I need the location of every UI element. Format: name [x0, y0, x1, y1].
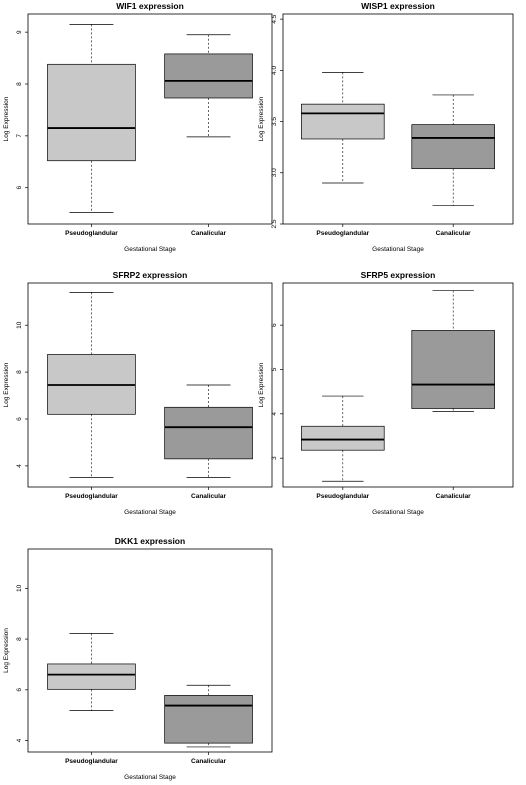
- box-pseudoglandular: Pseudoglandular: [47, 292, 136, 500]
- y-tick-label: 6: [16, 688, 23, 692]
- box-pseudoglandular: Pseudoglandular: [301, 395, 385, 500]
- plot-frame: [27, 13, 273, 225]
- x-category-label: Pseudoglandular: [316, 230, 369, 237]
- box-canalicular: Canalicular: [411, 290, 495, 500]
- chart-title: WISP1 expression: [361, 1, 435, 11]
- x-category-label: Canalicular: [191, 493, 227, 500]
- x-axis-label: Gestational Stage: [372, 509, 424, 516]
- x-category-label: Pseudoglandular: [316, 493, 369, 500]
- y-tick-label: 4.5: [271, 14, 278, 23]
- plot-frame: [27, 282, 273, 488]
- y-tick-label: 4: [16, 464, 23, 468]
- x-category-label: Pseudoglandular: [65, 230, 118, 237]
- x-category-label: Canalicular: [191, 230, 227, 237]
- y-axis-label: Log Expression: [258, 362, 265, 407]
- y-axis-label: Log Expression: [3, 96, 10, 141]
- chart-panel-2: WISP1 expression 2.5 3.0 3.5 4.0 4.5 Log Expre…: [258, 1, 514, 253]
- x-category-label: Canalicular: [436, 230, 472, 237]
- iqr-box: [47, 63, 136, 162]
- y-tick-label: 3.0: [271, 168, 278, 177]
- iqr-box: [164, 53, 253, 99]
- chart-panel-5: DKK1 expression 4 6 8 10 Log Expression Gestat…: [3, 536, 273, 781]
- x-category-label: Canalicular: [191, 758, 227, 765]
- x-axis-label: Gestational Stage: [124, 509, 176, 516]
- box-pseudoglandular: Pseudoglandular: [301, 72, 385, 237]
- plot-frame: [282, 282, 514, 488]
- iqr-box: [301, 425, 385, 451]
- y-tick-label: 10: [16, 584, 23, 592]
- y-tick-label: 6: [16, 186, 23, 190]
- y-tick-label: 3.5: [271, 117, 278, 126]
- y-tick-label: 8: [16, 82, 23, 86]
- iqr-box: [411, 124, 495, 170]
- y-tick-label: 8: [16, 370, 23, 374]
- chart-title: DKK1 expression: [115, 536, 185, 546]
- box-canalicular: Canalicular: [164, 34, 253, 237]
- x-axis-label: Gestational Stage: [372, 246, 424, 253]
- box-pseudoglandular: Pseudoglandular: [47, 633, 136, 765]
- y-tick-label: 8: [16, 637, 23, 641]
- iqr-box: [164, 406, 253, 460]
- x-axis-label: Gestational Stage: [124, 246, 176, 253]
- x-category-label: Pseudoglandular: [65, 758, 118, 765]
- iqr-box: [411, 330, 495, 409]
- iqr-box: [164, 695, 253, 744]
- chart-panel-3: SFRP2 expression 4 6 8 10 Log Expression Gesta…: [3, 270, 273, 516]
- x-category-label: Pseudoglandular: [65, 493, 118, 500]
- y-tick-label: 6: [271, 323, 278, 327]
- y-tick-label: 7: [16, 134, 23, 138]
- y-tick-label: 4: [16, 738, 23, 742]
- y-axis-label: Log Expression: [3, 628, 10, 673]
- y-tick-label: 6: [16, 417, 23, 421]
- box-canalicular: Canalicular: [164, 384, 253, 500]
- y-tick-label: 5: [271, 367, 278, 371]
- y-tick-label: 2.5: [271, 219, 278, 228]
- chart-title: SFRP5 expression: [361, 270, 436, 280]
- box-pseudoglandular: Pseudoglandular: [47, 24, 136, 237]
- chart-title: SFRP2 expression: [113, 270, 188, 280]
- y-axis-label: Log Expression: [258, 96, 265, 141]
- y-axis-label: Log Expression: [3, 362, 10, 407]
- box-canalicular: Canalicular: [164, 684, 253, 765]
- chart-panel-4: SFRP5 expression 3 4 5 6 Log Expression Gestat…: [258, 270, 514, 516]
- y-tick-label: 3: [271, 456, 278, 460]
- x-category-label: Canalicular: [436, 493, 472, 500]
- y-tick-label: 4.0: [271, 65, 278, 74]
- x-axis-label: Gestational Stage: [124, 774, 176, 781]
- chart-title: WIF1 expression: [116, 1, 184, 11]
- plot-frame: [282, 13, 514, 225]
- y-tick-label: 9: [16, 30, 23, 34]
- y-tick-label: 4: [271, 412, 278, 416]
- iqr-box: [47, 663, 136, 690]
- plot-frame: [27, 548, 273, 753]
- iqr-box: [301, 103, 385, 140]
- chart-panel-1: WIF1 expression 6 7 8 9 Log Expression Gestati…: [3, 1, 273, 253]
- y-tick-label: 10: [16, 321, 23, 329]
- box-canalicular: Canalicular: [411, 94, 495, 237]
